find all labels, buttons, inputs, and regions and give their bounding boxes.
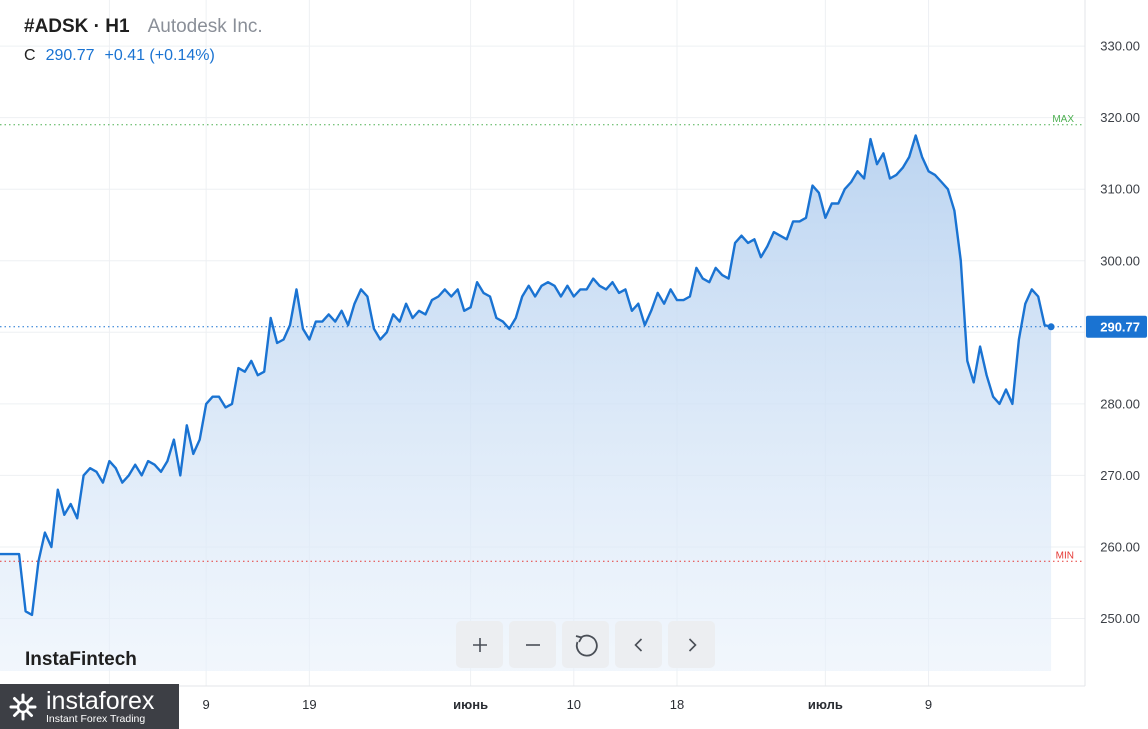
series-line (0, 134, 1053, 617)
x-tick-label: 19 (302, 697, 316, 712)
x-tick-label: 10 (567, 697, 581, 712)
y-tick-label: 280.00 (1100, 396, 1140, 411)
y-tick-label: 310.00 (1100, 182, 1140, 197)
y-tick-label: 260.00 (1100, 539, 1140, 554)
minus-icon (525, 643, 540, 646)
y-tick-label: 300.00 (1100, 253, 1140, 268)
close-value: 290.77 (45, 47, 95, 64)
logo-mark-icon (6, 690, 40, 724)
price-change: +0.41 (+0.14%) (104, 47, 215, 64)
zoom-in-button[interactable] (456, 621, 503, 668)
reset-icon (575, 634, 598, 656)
chevron-left-icon (633, 637, 642, 652)
last-price-tag (1086, 315, 1147, 338)
y-tick-label: 320.00 (1100, 110, 1140, 125)
symbol-label: #ADSK · H1 (24, 16, 130, 37)
min-label: MIN (1056, 550, 1074, 561)
logo-tagline: Instant Forex Trading (46, 712, 146, 725)
x-tick-label: 9 (925, 697, 932, 712)
max-label: MAX (1052, 114, 1074, 125)
x-tick-label: 18 (670, 697, 684, 712)
scroll-right-button[interactable] (668, 621, 715, 668)
scroll-left-button[interactable] (615, 621, 662, 668)
logo-name: instaforex (46, 686, 155, 715)
x-tick-label: 9 (203, 697, 210, 712)
last-price-tag-label: 290.77 (1100, 319, 1140, 334)
x-tick-label: июль (808, 697, 843, 712)
reset-zoom-button[interactable] (562, 621, 609, 668)
company-name: Autodesk Inc. (147, 16, 263, 37)
chart-header: #ADSK · H1 Autodesk Inc. C 290.77 +0.41 … (24, 16, 263, 65)
plus-icon (472, 637, 487, 652)
chevron-right-icon (688, 637, 697, 652)
last-price-dot (1047, 323, 1055, 331)
zoom-out-button[interactable] (509, 621, 556, 668)
instaforex-logo: instaforex Instant Forex Trading (0, 684, 179, 729)
close-label: C (24, 47, 36, 64)
chart-toolbar (456, 621, 715, 668)
x-tick-label: июнь (453, 697, 488, 712)
series-area-fill (0, 135, 1052, 671)
y-tick-label: 330.00 (1100, 39, 1140, 54)
y-tick-label: 270.00 (1100, 468, 1140, 483)
instafintech-watermark: InstaFintech (25, 649, 137, 670)
y-tick-label: 250.00 (1100, 611, 1140, 626)
